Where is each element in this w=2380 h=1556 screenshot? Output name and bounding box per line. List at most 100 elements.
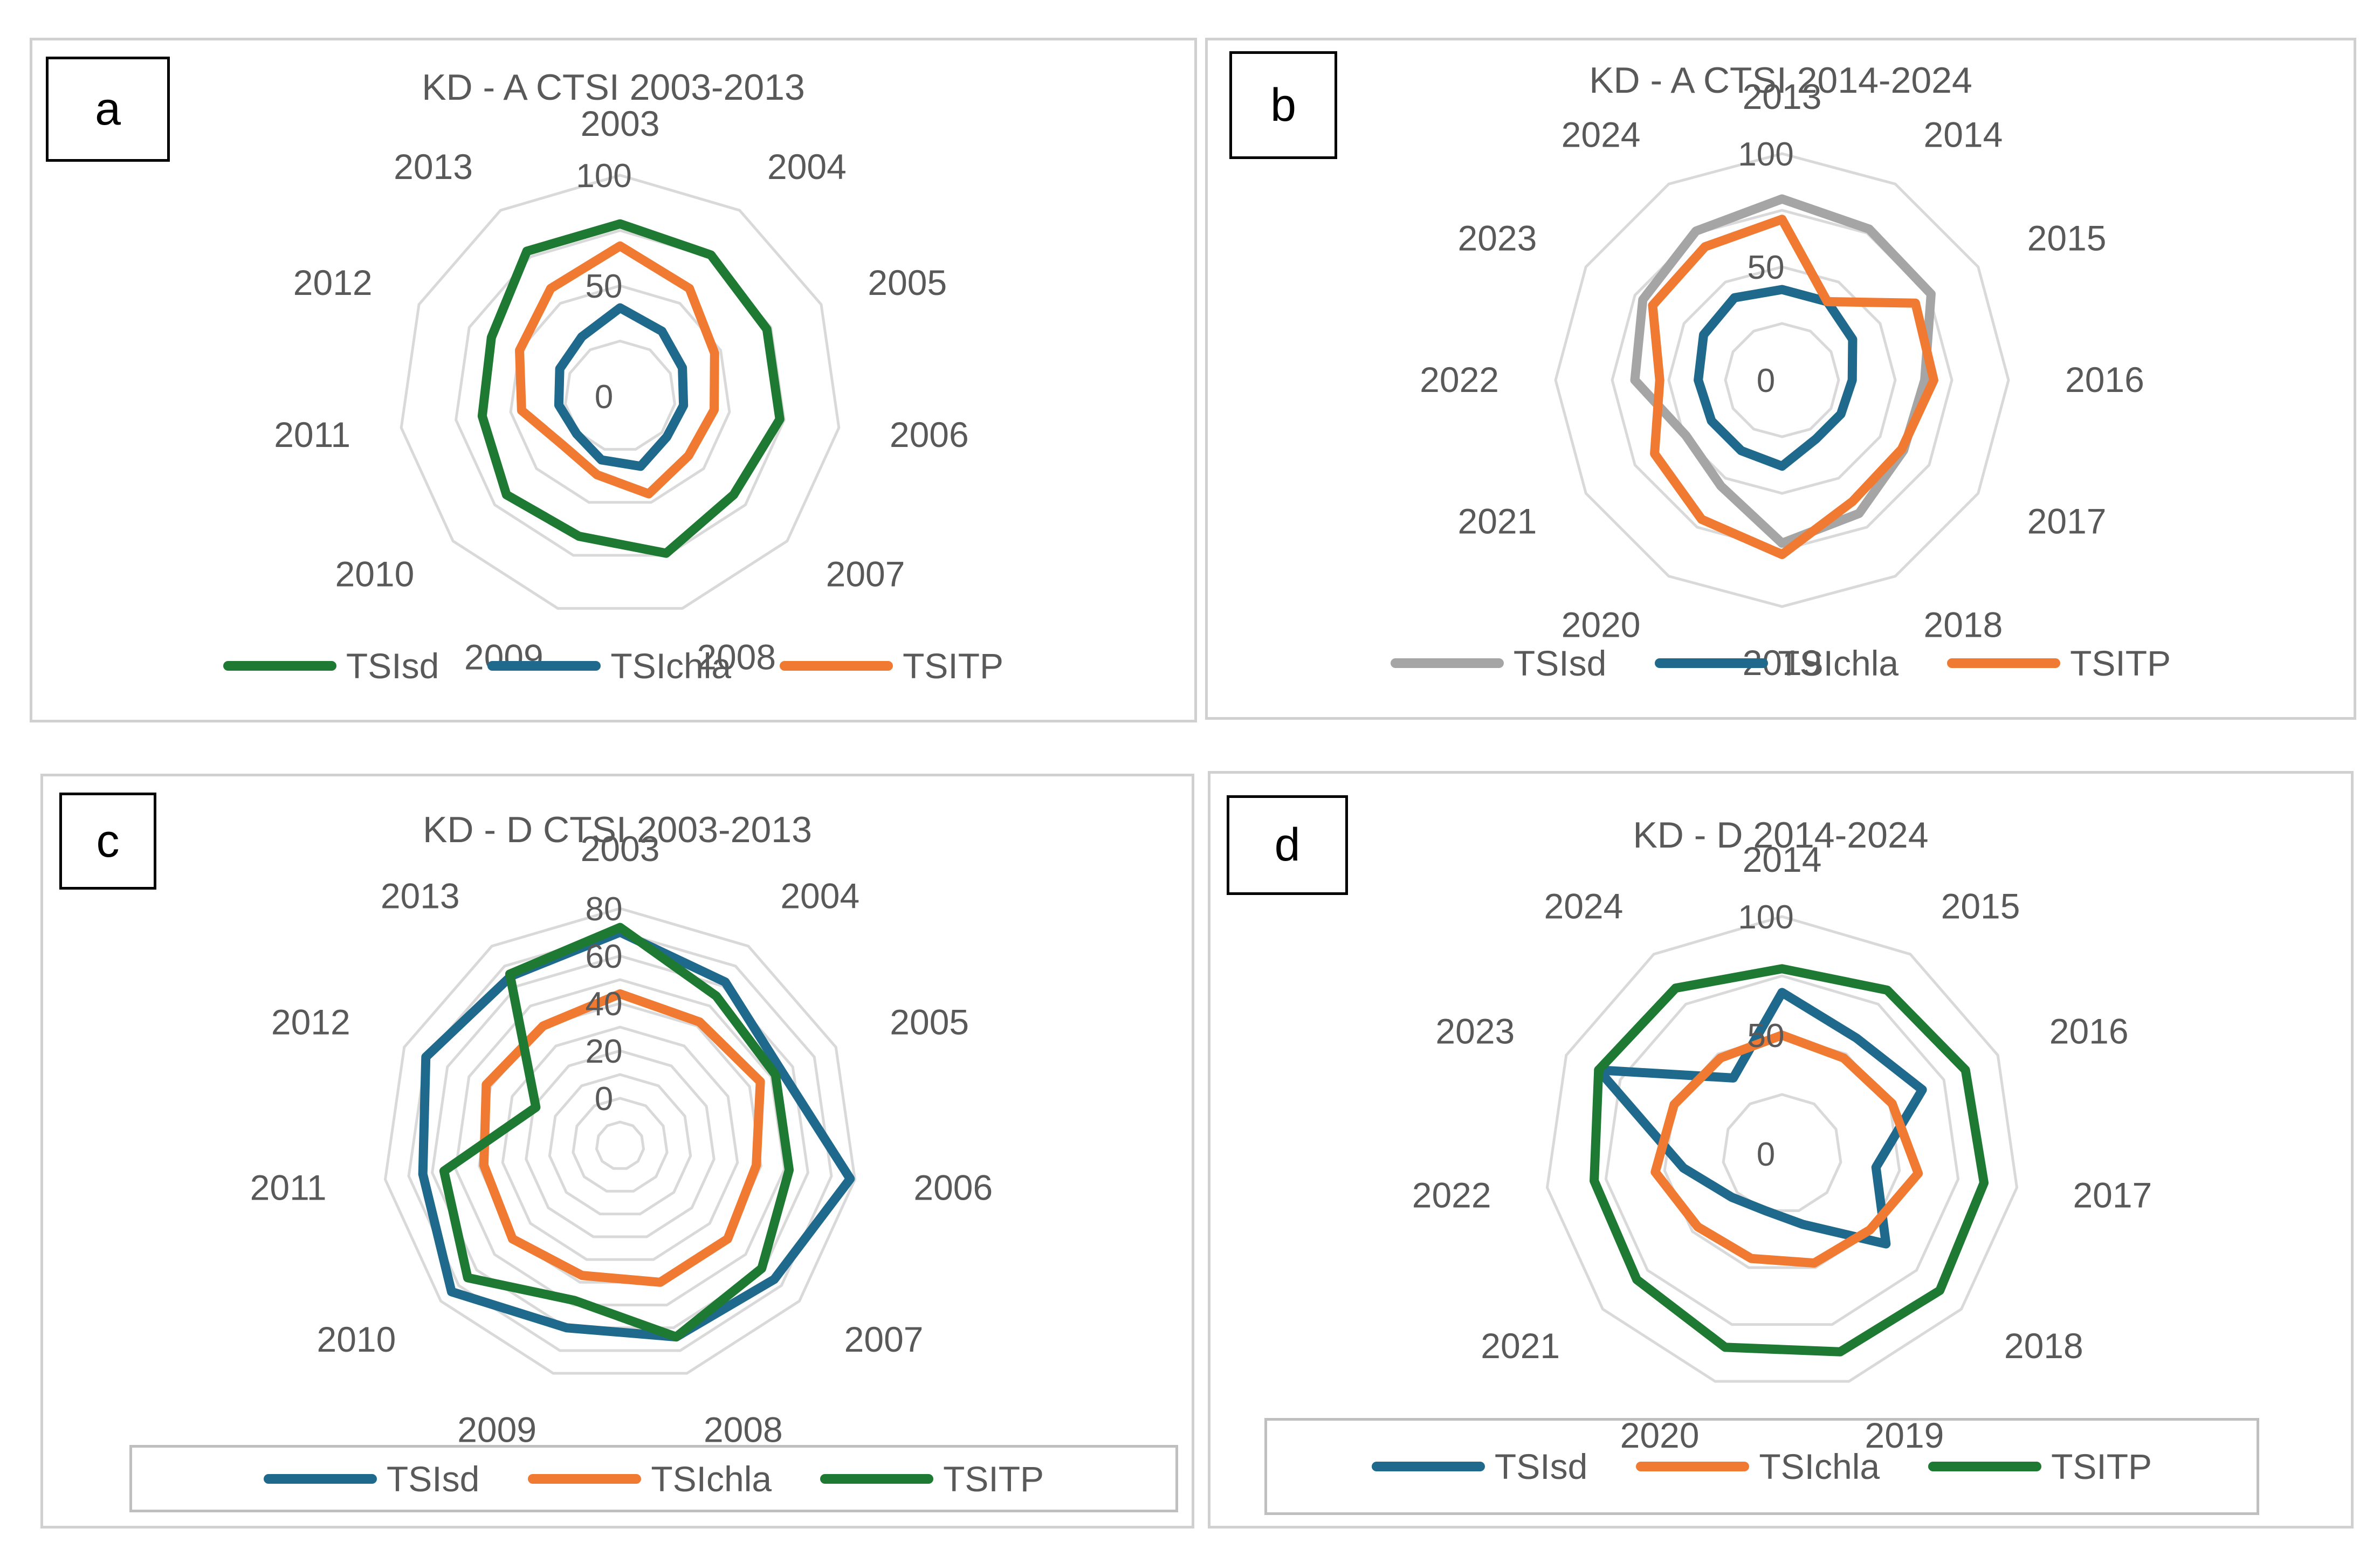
chart-title-c: KD - D CTSI 2003-2013 [423, 809, 812, 850]
category-label: 2013 [381, 876, 460, 915]
legend-item-tsisd: TSIsd [263, 1458, 480, 1499]
category-label: 2008 [704, 1410, 783, 1450]
series-line-tsisd [418, 927, 855, 1342]
chart-panel-a: a KD - A CTSI 2003-2013 0 50 100 2003 2004 20… [30, 38, 1197, 722]
tick-label: 50 [1748, 249, 1785, 286]
radar-gridline [1554, 152, 2010, 608]
radar-gridline [1604, 974, 1960, 1326]
legend-swatch [223, 661, 336, 671]
legend-label: TSIchla [1759, 1447, 1880, 1486]
category-label: 2004 [780, 876, 859, 915]
series-line-tsitp [1648, 215, 1938, 559]
category-label: 2012 [293, 263, 373, 302]
series-line-tsichla [479, 989, 765, 1287]
chart-title-a: KD - A CTSI 2003-2013 [422, 67, 805, 108]
chart-title-b: KD - A CTSI 2014-2024 [1589, 60, 1972, 101]
radar-gridline [595, 1120, 645, 1170]
radar-gridline [572, 1097, 669, 1193]
panel-letter-c: c [59, 793, 156, 890]
tick-label: 60 [586, 938, 623, 975]
legend-label: TSIchla [610, 646, 732, 686]
category-label: 2023 [1435, 1011, 1515, 1051]
category-label: 2019 [1865, 1415, 1944, 1455]
legend-item-tsichla: TSIchla [487, 645, 731, 686]
tick-label: 80 [586, 891, 623, 928]
panel-letter-a: a [46, 57, 170, 162]
category-label: 2005 [890, 1002, 969, 1042]
category-label: 2006 [890, 415, 969, 455]
category-label: 2007 [826, 554, 905, 594]
radar-gridline [501, 1025, 739, 1261]
category-label: 2021 [1481, 1326, 1560, 1366]
category-label: 2024 [1562, 114, 1641, 154]
legend-item-tsisd: TSIsd [1390, 643, 1606, 684]
legend-label: TSIsd [1494, 1447, 1588, 1486]
legend-swatch [1947, 658, 2061, 668]
category-label: 2009 [457, 1410, 536, 1450]
radar-gridline [454, 978, 786, 1307]
legend-item-tsitp: TSITP [1928, 1446, 2152, 1487]
category-label: 2012 [271, 1002, 350, 1042]
radar-gridline [1722, 1093, 1842, 1213]
radar-gridline [1667, 265, 1897, 495]
series-line-tsitp [515, 241, 719, 499]
category-label: 2005 [868, 263, 947, 302]
category-label: 2024 [1544, 886, 1624, 926]
legend-item-tsitp: TSITP [1947, 643, 2171, 684]
legend-label: TSIchla [651, 1458, 772, 1499]
category-label: 2022 [1420, 360, 1499, 400]
legend-item-tsisd: TSIsd [223, 645, 439, 686]
panel-letter-b: b [1229, 51, 1337, 159]
category-label: 2014 [1743, 839, 1822, 879]
category-label: 2003 [581, 829, 660, 869]
radar-gridline [400, 174, 841, 610]
legend-swatch [820, 1474, 934, 1484]
category-label: 2021 [1458, 501, 1537, 541]
radar-gridline [563, 339, 677, 451]
tick-label: 50 [586, 268, 623, 305]
legend-b: TSIsd TSIchla TSITP [1208, 631, 2354, 696]
chart-panel-b: b KD - A CTSI 2014-2024 0 50 100 2013 2014 20… [1205, 38, 2356, 720]
tick-label: 20 [586, 1033, 623, 1070]
legend-label: TSIsd [386, 1458, 480, 1499]
category-label: 2022 [1412, 1175, 1491, 1215]
legend-swatch [780, 661, 893, 671]
legend-item-tsichla: TSIchla [1636, 1446, 1880, 1487]
category-label: 2018 [1924, 605, 2003, 645]
panel-letter-d: d [1227, 795, 1348, 895]
legend-swatch [263, 1474, 377, 1484]
legend-label: TSIchla [1778, 643, 1899, 683]
category-label: 2015 [1941, 886, 2020, 926]
legend-swatch [1928, 1462, 2042, 1471]
category-label: 2004 [767, 147, 847, 187]
legend-a: TSIsd TSIchla TSITP [32, 634, 1194, 698]
radar-gridline [548, 1073, 692, 1216]
category-label: 2018 [2004, 1326, 2083, 1366]
legend-c: TSIsd TSIchla TSITP [129, 1445, 1178, 1512]
series-line-tsichla [1650, 1030, 1923, 1268]
series-line-tsichla [1694, 285, 1858, 471]
category-label: 2023 [1458, 218, 1537, 258]
category-label: 2013 [394, 147, 473, 187]
series-line-tsisd [477, 219, 785, 558]
legend-swatch [1390, 658, 1504, 668]
category-label: 2007 [844, 1319, 924, 1359]
radar-gridline [1545, 915, 2019, 1383]
legend-d: TSIsd TSIchla TSITP [1264, 1418, 2259, 1515]
category-label: 2020 [1562, 605, 1641, 645]
category-label: 2011 [250, 1167, 327, 1207]
legend-item-tsitp: TSITP [820, 1458, 1044, 1499]
radar-chart-c: 0 20 40 60 80 2003 2004 2005 2006 2007 2008 2009 201… [250, 829, 993, 1450]
legend-label: TSIsd [346, 646, 439, 686]
series-line-tsitp [1590, 964, 1989, 1357]
category-label: 2010 [317, 1319, 396, 1359]
legend-swatch [1371, 1462, 1485, 1471]
tick-label: 100 [576, 157, 631, 195]
category-label: 2014 [1924, 114, 2003, 154]
legend-item-tsichla: TSIchla [1655, 643, 1899, 684]
tick-label: 100 [1738, 899, 1793, 936]
tick-label: 0 [595, 1080, 613, 1118]
tick-label: 100 [1738, 136, 1793, 173]
legend-label: TSITP [943, 1458, 1044, 1499]
category-label: 2016 [2049, 1011, 2129, 1051]
